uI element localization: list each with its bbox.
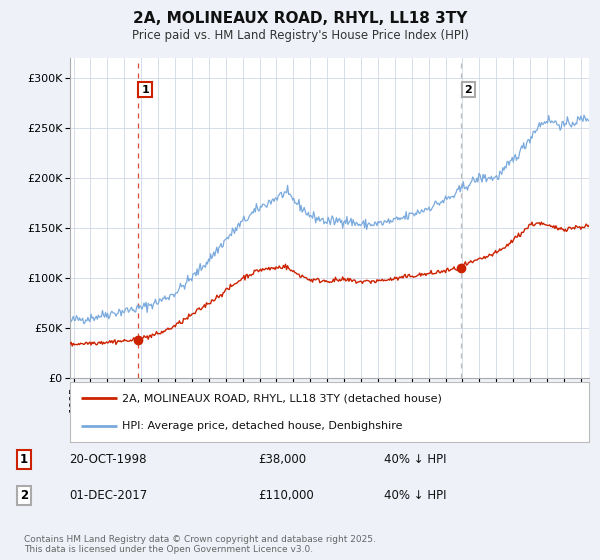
Text: 01-DEC-2017: 01-DEC-2017 bbox=[69, 489, 147, 502]
Text: 1: 1 bbox=[141, 85, 149, 95]
Text: This data is licensed under the Open Government Licence v3.0.: This data is licensed under the Open Gov… bbox=[24, 545, 313, 554]
Text: £110,000: £110,000 bbox=[258, 489, 314, 502]
Text: Price paid vs. HM Land Registry's House Price Index (HPI): Price paid vs. HM Land Registry's House … bbox=[131, 29, 469, 42]
Text: £38,000: £38,000 bbox=[258, 452, 306, 466]
Text: 1: 1 bbox=[20, 452, 28, 466]
Text: 20-OCT-1998: 20-OCT-1998 bbox=[69, 452, 146, 466]
Text: Contains HM Land Registry data © Crown copyright and database right 2025.: Contains HM Land Registry data © Crown c… bbox=[24, 535, 376, 544]
Text: 40% ↓ HPI: 40% ↓ HPI bbox=[384, 452, 446, 466]
Text: HPI: Average price, detached house, Denbighshire: HPI: Average price, detached house, Denb… bbox=[122, 421, 403, 431]
Text: 2: 2 bbox=[464, 85, 472, 95]
Text: 2A, MOLINEAUX ROAD, RHYL, LL18 3TY: 2A, MOLINEAUX ROAD, RHYL, LL18 3TY bbox=[133, 11, 467, 26]
Text: 2A, MOLINEAUX ROAD, RHYL, LL18 3TY (detached house): 2A, MOLINEAUX ROAD, RHYL, LL18 3TY (deta… bbox=[122, 393, 442, 403]
Text: 40% ↓ HPI: 40% ↓ HPI bbox=[384, 489, 446, 502]
Text: 2: 2 bbox=[20, 489, 28, 502]
